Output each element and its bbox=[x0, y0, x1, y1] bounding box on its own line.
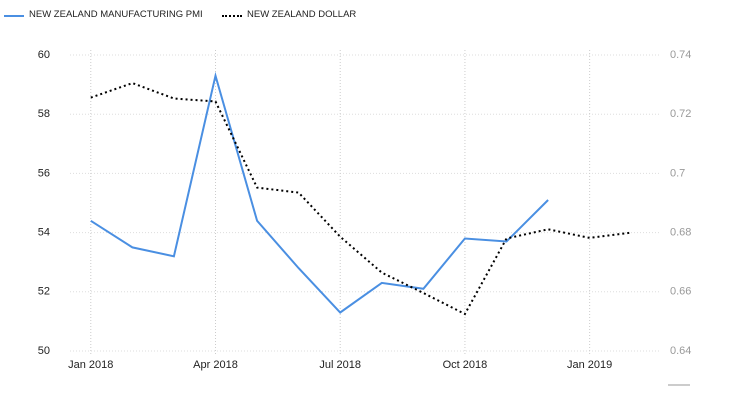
y2-tick-label: 0.74 bbox=[670, 49, 691, 61]
y-tick-label: 50 bbox=[38, 345, 50, 357]
legend-key bbox=[4, 15, 24, 17]
x-tick-label: Jan 2018 bbox=[68, 359, 113, 371]
x-tick-label: Jul 2018 bbox=[319, 359, 361, 371]
y-tick-label: 54 bbox=[38, 227, 50, 239]
series-line bbox=[90, 82, 632, 316]
legend-item: NEW ZEALAND MANUFACTURING PMI bbox=[4, 10, 214, 20]
legend-label: NEW ZEALAND MANUFACTURING PMI bbox=[29, 9, 203, 20]
y-tick-label: 52 bbox=[38, 286, 50, 298]
y2-tick-label: 0.72 bbox=[670, 108, 691, 120]
series-line bbox=[90, 71, 549, 314]
legend-label: NEW ZEALAND DOLLAR bbox=[247, 9, 357, 20]
y-tick-label: 56 bbox=[38, 167, 50, 179]
y-tick-label: 58 bbox=[38, 108, 50, 120]
x-tick-label: Oct 2018 bbox=[443, 359, 488, 371]
legend-item: NEW ZEALAND DOLLAR bbox=[222, 10, 356, 20]
y2-tick-label: 0.66 bbox=[670, 286, 691, 298]
y2-tick-label: 0.64 bbox=[670, 345, 691, 357]
y2-tick-label: 0.7 bbox=[670, 167, 685, 179]
y-tick-label: 60 bbox=[38, 49, 50, 61]
y2-tick-label: 0.68 bbox=[670, 227, 691, 239]
x-tick-label: Jan 2019 bbox=[567, 359, 612, 371]
legend-key bbox=[222, 15, 242, 17]
x-tick-label: Apr 2018 bbox=[193, 359, 238, 371]
